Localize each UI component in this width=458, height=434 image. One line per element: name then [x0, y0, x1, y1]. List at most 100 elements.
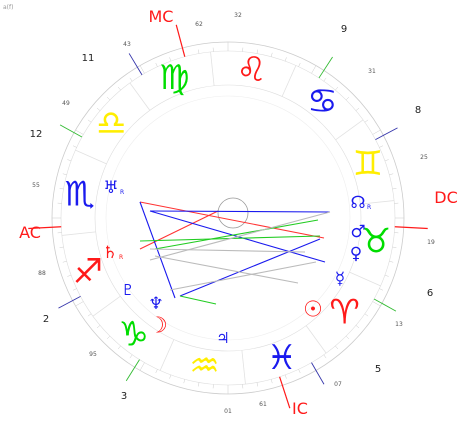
sign-divider	[129, 82, 151, 111]
libra-icon: ♎	[96, 104, 126, 144]
moon-icon: ☽	[148, 314, 168, 339]
house-6-cusp-line	[373, 298, 397, 312]
degree-tick	[117, 86, 121, 91]
house-6-number: 6	[427, 288, 433, 299]
mc-axis-line	[175, 24, 186, 57]
degree-tick	[335, 345, 339, 350]
aspect-line	[154, 255, 299, 284]
sign-ring-inner	[94, 84, 362, 352]
cusp-labels: MC AC DC IC 2 88 3 95 5 07 6 13 8 25 9 31 11 43 12 49 32 62 55…	[19, 7, 458, 418]
gemini-icon: ♊	[353, 144, 383, 184]
mercury-icon: ☿	[335, 269, 345, 289]
house-cusp-lines	[28, 24, 428, 409]
dc-axis-line	[394, 226, 428, 230]
degree-tick	[372, 129, 381, 135]
house-9-degree: 31	[368, 68, 376, 75]
aspect-line	[179, 295, 217, 305]
sign-divider	[360, 200, 395, 205]
virgo-icon: ♍	[159, 58, 189, 98]
sagittarius-icon: ♐	[73, 252, 103, 292]
house-12-number: 12	[30, 129, 43, 140]
sign-divider	[92, 295, 121, 317]
degree-tick	[355, 325, 360, 329]
degree-tick	[67, 159, 72, 162]
angle-degree-mc: 32	[234, 12, 242, 19]
house-3-number: 3	[121, 391, 127, 402]
house-8-number: 8	[415, 105, 421, 116]
degree-tick	[59, 246, 64, 248]
degree-tick	[169, 374, 172, 379]
angle-degree-dc: 19	[427, 239, 435, 246]
neptune-icon: ♆	[148, 294, 163, 314]
house-11-degree: 43	[123, 41, 131, 48]
capricorn-icon: ♑	[118, 315, 148, 355]
degree-tick	[67, 274, 72, 277]
house-8-cusp-line	[375, 127, 398, 140]
degree-tick	[389, 173, 394, 176]
house-12-degree: 49	[62, 100, 70, 107]
degree-tick	[169, 57, 172, 62]
angle-degree-ic2: 61	[259, 401, 267, 408]
degree-tick	[62, 260, 67, 263]
degree-tick	[355, 107, 360, 111]
degree-tick	[183, 379, 186, 384]
aries-icon: ♈	[329, 292, 359, 332]
planets: ♅ R♄ R♇♆☽ ♃☉♀☿♂☊ R	[102, 178, 371, 347]
sign-divider	[61, 231, 96, 236]
ac-label: AC	[19, 223, 41, 242]
house-9-number: 9	[341, 24, 347, 35]
degree-tick	[270, 379, 273, 384]
house-5-number: 5	[375, 364, 381, 375]
house-3-degree: 95	[89, 351, 97, 358]
pisces-icon: ♓	[267, 338, 297, 378]
house-8-degree: 25	[420, 154, 428, 161]
angle-degree-ac: 55	[32, 182, 40, 189]
degree-tick	[270, 52, 273, 57]
degree-tick	[298, 369, 301, 374]
sign-dividers	[61, 51, 395, 385]
aspect-line	[149, 210, 331, 213]
degree-tick	[256, 49, 258, 54]
aspect-line	[169, 261, 317, 291]
leo-icon: ♌	[236, 50, 266, 90]
house-2-number: 2	[43, 314, 49, 325]
jupiter-icon: ♃	[216, 329, 229, 347]
degree-tick	[335, 86, 339, 91]
dc-label: DC	[434, 188, 458, 207]
saturn-icon: ♄	[102, 243, 117, 263]
aspect-lines	[139, 201, 331, 305]
aspect-line	[139, 210, 219, 250]
saturn-retrograde: R	[119, 254, 123, 261]
degree-tick	[129, 77, 133, 82]
house-2-degree: 88	[38, 270, 46, 277]
house-11-cusp-line	[128, 53, 143, 76]
degree-tick	[59, 188, 64, 190]
degree-tick	[75, 301, 84, 307]
uranus-retrograde: R	[120, 189, 124, 196]
house-2-cusp-line	[58, 296, 81, 309]
aspect-line	[154, 219, 319, 250]
aspect-line	[149, 211, 331, 261]
aspect-line	[149, 248, 306, 253]
degree-tick	[323, 354, 327, 359]
degree-tick	[323, 77, 327, 82]
degree-tick	[379, 288, 384, 291]
house-5-cusp-line	[311, 362, 325, 385]
degree-tick	[75, 129, 84, 135]
angle-degree-ic: 01	[224, 408, 232, 415]
degree-tick	[372, 301, 381, 307]
house-5-degree: 07	[334, 381, 342, 388]
uranus-icon: ♅	[103, 178, 118, 198]
chart-corner-label: a(f)	[3, 4, 14, 11]
aspect-line	[139, 201, 176, 299]
degree-tick	[62, 173, 67, 176]
degree-tick	[96, 325, 101, 329]
cancer-icon: ♋	[307, 81, 337, 121]
degree-tick	[117, 345, 121, 350]
mc-label: MC	[149, 7, 174, 26]
degree-tick	[87, 313, 92, 317]
house-9-cusp-line	[318, 56, 333, 79]
degree-tick	[198, 382, 200, 387]
ic-label: IC	[292, 399, 308, 418]
